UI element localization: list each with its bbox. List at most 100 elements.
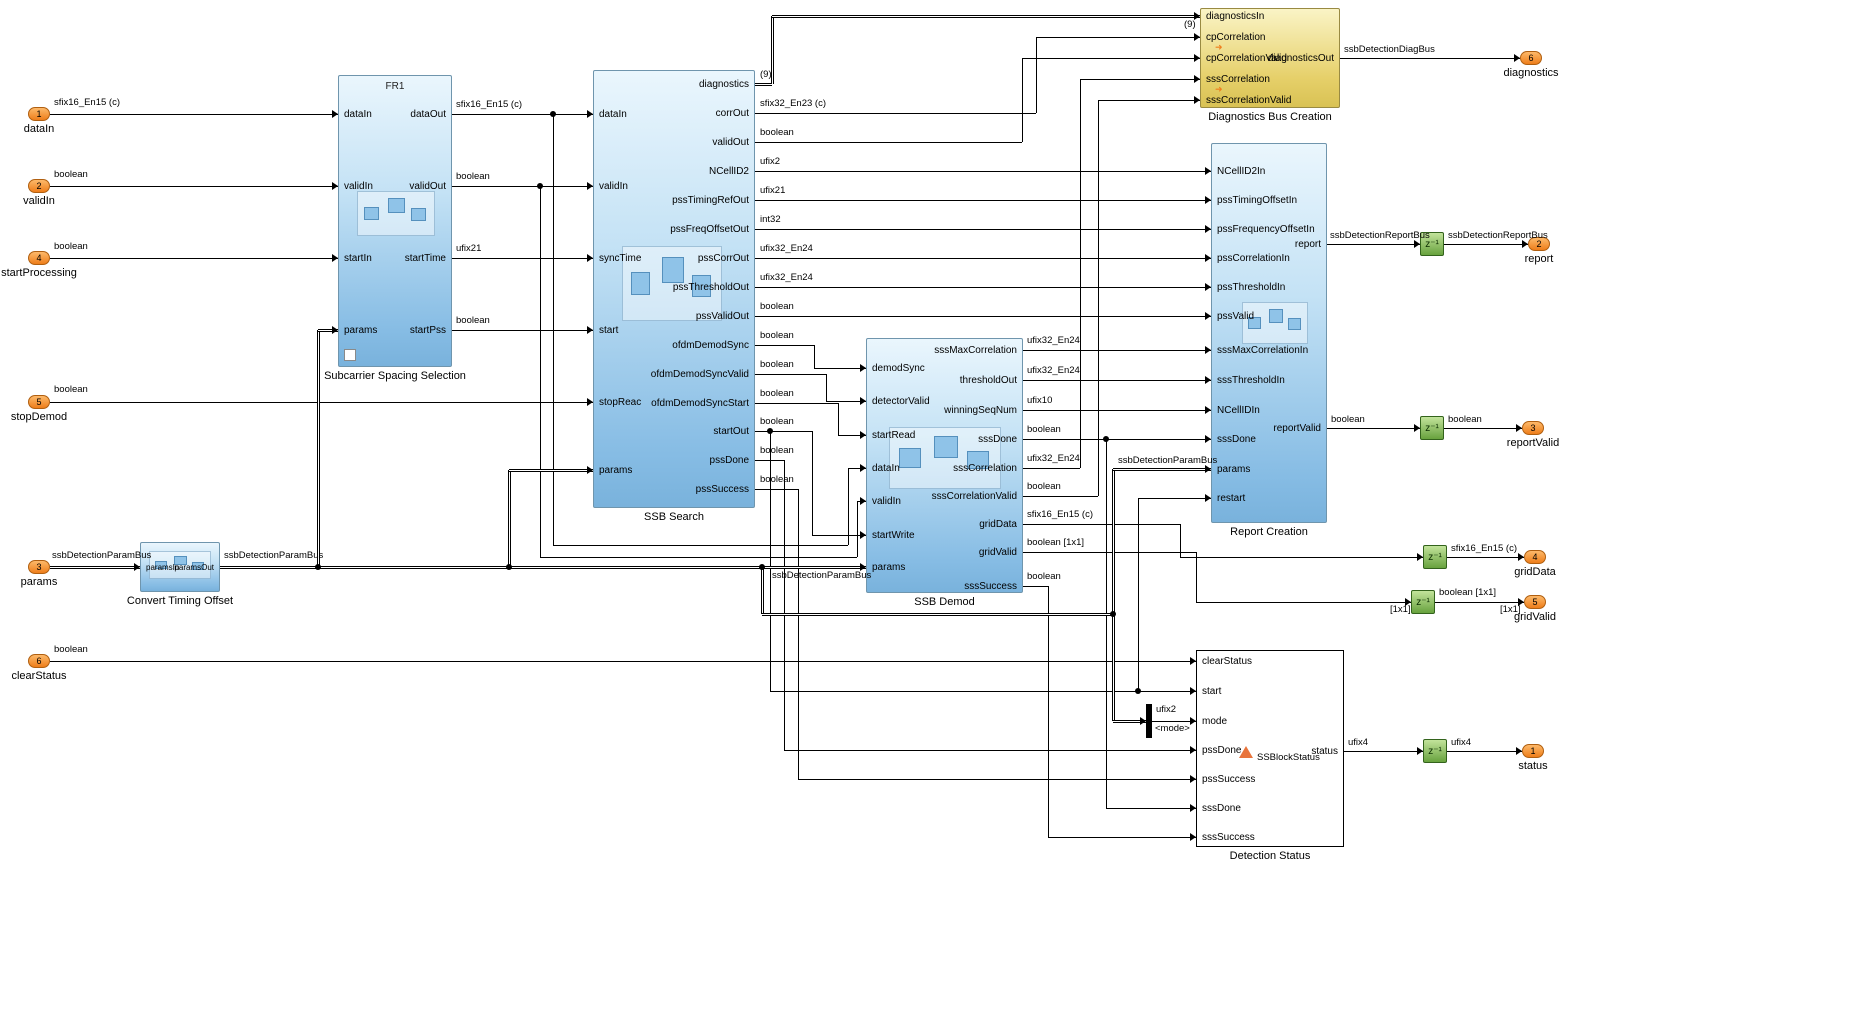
wire-NCellID2-to-report[interactable] (755, 171, 1211, 172)
wire-dataOut-to-search[interactable] (452, 114, 593, 115)
wire-ofdmDemodSyncStart-to-startRead[interactable] (755, 403, 838, 404)
wire-clearStatus-to-detection[interactable] (50, 661, 1196, 662)
wire-startOut-to-startWrite[interactable] (812, 535, 866, 536)
wire-status-delay-to-outport[interactable] (1447, 751, 1522, 752)
wire-startOut-to-startWrite[interactable] (812, 431, 813, 535)
wire-sssCorrelation-to-diagbus[interactable] (1080, 79, 1081, 468)
wire-ofdmDemodSyncStart-to-startRead[interactable] (838, 403, 839, 435)
wire-winningSeqNum-to-report[interactable] (1023, 410, 1211, 411)
wire-diagnostics-to-diagbus[interactable] (755, 83, 772, 86)
wire-startOut-to-detection-start[interactable] (770, 431, 771, 691)
wire-validOut-to-demod[interactable] (540, 557, 857, 558)
block-ssb-search[interactable]: dataIn validIn syncTime start stopReac params… (593, 70, 755, 508)
wire-reportValid-delay-to-outport[interactable] (1444, 428, 1522, 429)
wire-dataOut-to-demod[interactable] (848, 468, 866, 469)
wire-dataOut-to-demod[interactable] (848, 468, 849, 545)
delay-block[interactable]: z⁻¹ (1423, 545, 1447, 569)
wire-mode-to-detection[interactable] (1152, 721, 1196, 722)
wire-params-to-search[interactable] (508, 470, 511, 567)
wire-sssSuccess-to-detection[interactable] (1048, 837, 1196, 838)
wire-pssTimingRefOut-to-report[interactable] (755, 200, 1211, 201)
inport-startProcessing[interactable]: 4 (28, 251, 50, 265)
wire-params-to-mode-selector[interactable] (1112, 614, 1115, 721)
inport-params[interactable]: 3 (28, 560, 50, 574)
wire-start-to-restart[interactable] (1138, 498, 1139, 691)
wire-sssCorrelation-to-diagbus[interactable] (1080, 79, 1200, 80)
wire-corrOut-to-cpCorrelation[interactable] (755, 113, 1036, 114)
wire-validOut-to-demod[interactable] (540, 186, 541, 557)
wire-report-to-delay[interactable] (1327, 244, 1420, 245)
wire-pssDone-to-detection[interactable] (755, 460, 784, 461)
wire-gridValid-delay-to-outport[interactable] (1435, 602, 1524, 603)
outport-status[interactable]: 1 (1522, 744, 1544, 758)
wire-params-to-search[interactable] (509, 469, 593, 472)
wire-ofdmDemodSync-to-demodSync[interactable] (755, 345, 814, 346)
wire-sssDone-to-detection[interactable] (1106, 808, 1196, 809)
wire-sssCorrelationValid-to-diagbus[interactable] (1098, 100, 1200, 101)
wire-stopDemod-to-search[interactable] (50, 402, 593, 403)
wire-dataOut-to-demod[interactable] (553, 114, 554, 545)
delay-block[interactable]: z⁻¹ (1420, 416, 1444, 440)
wire-pssFreqOffsetOut-to-report[interactable] (755, 229, 1211, 230)
wire-params-to-mode-selector[interactable] (1113, 720, 1146, 723)
wire-params-to-subcarrier[interactable] (317, 330, 320, 567)
wire-pssDone-to-detection[interactable] (784, 460, 785, 750)
wire-sssDone-to-report[interactable] (1023, 439, 1211, 440)
wire-pssSuccess-to-detection[interactable] (755, 489, 798, 490)
wire-diagnostics-to-diagbus[interactable] (772, 15, 1200, 18)
wire-ofdmDemodSync-to-demodSync[interactable] (814, 345, 815, 368)
wire-pssSuccess-to-detection[interactable] (798, 489, 799, 779)
delay-block[interactable]: z⁻¹ (1423, 739, 1447, 763)
wire-validOut-to-cpCorrelationValid[interactable] (755, 142, 1022, 143)
wire-validOut-to-demod[interactable] (857, 501, 858, 557)
outport-report[interactable]: 2 (1528, 237, 1550, 251)
wire-sssCorrelationValid-to-diagbus[interactable] (1023, 496, 1098, 497)
block-subcarrier-spacing-selection[interactable]: FR1 dataIn validIn startIn params dataOut vali… (338, 75, 452, 367)
block-ssb-demod[interactable]: demodSync detectorValid startRead dataIn val… (866, 338, 1023, 593)
wire-sssSuccess-to-detection[interactable] (1048, 586, 1049, 837)
wire-ofdmDemodSyncValid-to-detectorValid[interactable] (826, 374, 827, 401)
wire-startTime-to-syncTime[interactable] (452, 258, 593, 259)
wire-gridData-to-delay[interactable] (1180, 524, 1181, 557)
wire-pssValidOut-to-report[interactable] (755, 316, 1211, 317)
block-convert-timing-offset[interactable]: paramsIn paramsOut (140, 542, 220, 592)
wire-diagnostics-to-diagbus[interactable] (771, 16, 774, 84)
wire-gridData-to-delay[interactable] (1180, 557, 1423, 558)
wire-ofdmDemodSyncStart-to-startRead[interactable] (838, 435, 866, 436)
bus-selector[interactable] (1146, 704, 1152, 738)
wire-start-to-restart[interactable] (1138, 498, 1211, 499)
wire-sssSuccess-to-detection[interactable] (1023, 586, 1048, 587)
wire-sssDone-to-detection[interactable] (1106, 439, 1107, 808)
wire-validOut-to-cpCorrelationValid[interactable] (1022, 58, 1023, 142)
wire-corrOut-to-cpCorrelation[interactable] (1036, 37, 1037, 113)
wire-status-to-delay[interactable] (1344, 751, 1423, 752)
outport-gridData[interactable]: 4 (1524, 550, 1546, 564)
wire-gridData-delay-to-outport[interactable] (1447, 557, 1524, 558)
wire-ofdmDemodSyncValid-to-detectorValid[interactable] (755, 374, 826, 375)
wire-gridValid-to-delay[interactable] (1196, 602, 1411, 603)
wire-validIn-to-subcarrier[interactable] (50, 186, 338, 187)
wire-sssCorrelation-to-diagbus[interactable] (1023, 468, 1080, 469)
wire-pssDone-to-detection[interactable] (784, 750, 1196, 751)
outport-gridValid[interactable]: 5 (1524, 595, 1546, 609)
wire-pssThresholdOut-to-report[interactable] (755, 287, 1211, 288)
wire-ofdmDemodSync-to-demodSync[interactable] (814, 368, 866, 369)
wire-sssCorrelationValid-to-diagbus[interactable] (1098, 100, 1099, 496)
delay-block[interactable]: z⁻¹ (1420, 232, 1444, 256)
outport-reportValid[interactable]: 3 (1522, 421, 1544, 435)
wire-gridData-to-delay[interactable] (1023, 524, 1180, 525)
block-report-creation[interactable]: NCellID2In pssTimingOffsetIn pssFrequencyO… (1211, 143, 1327, 523)
delay-block[interactable]: z⁻¹ (1411, 590, 1435, 614)
wire-pssSuccess-to-detection[interactable] (798, 779, 1196, 780)
wire-startPss-to-start[interactable] (452, 330, 593, 331)
wire-report-delay-to-outport[interactable] (1444, 244, 1528, 245)
inport-validIn[interactable]: 2 (28, 179, 50, 193)
block-detection-status[interactable]: clearStatus start mode pssDone pssSuccess sss… (1196, 650, 1344, 847)
wire-startOut-to-startWrite[interactable] (755, 431, 812, 432)
wire-params-to-report[interactable] (761, 567, 764, 614)
wire-sssMaxCorrelation-to-report[interactable] (1023, 350, 1211, 351)
wire-validOut-to-cpCorrelationValid[interactable] (1022, 58, 1200, 59)
wire-diagnosticsOut-to-outport[interactable] (1340, 58, 1520, 59)
inport-clearStatus[interactable]: 6 (28, 654, 50, 668)
inport-stopDemod[interactable]: 5 (28, 395, 50, 409)
